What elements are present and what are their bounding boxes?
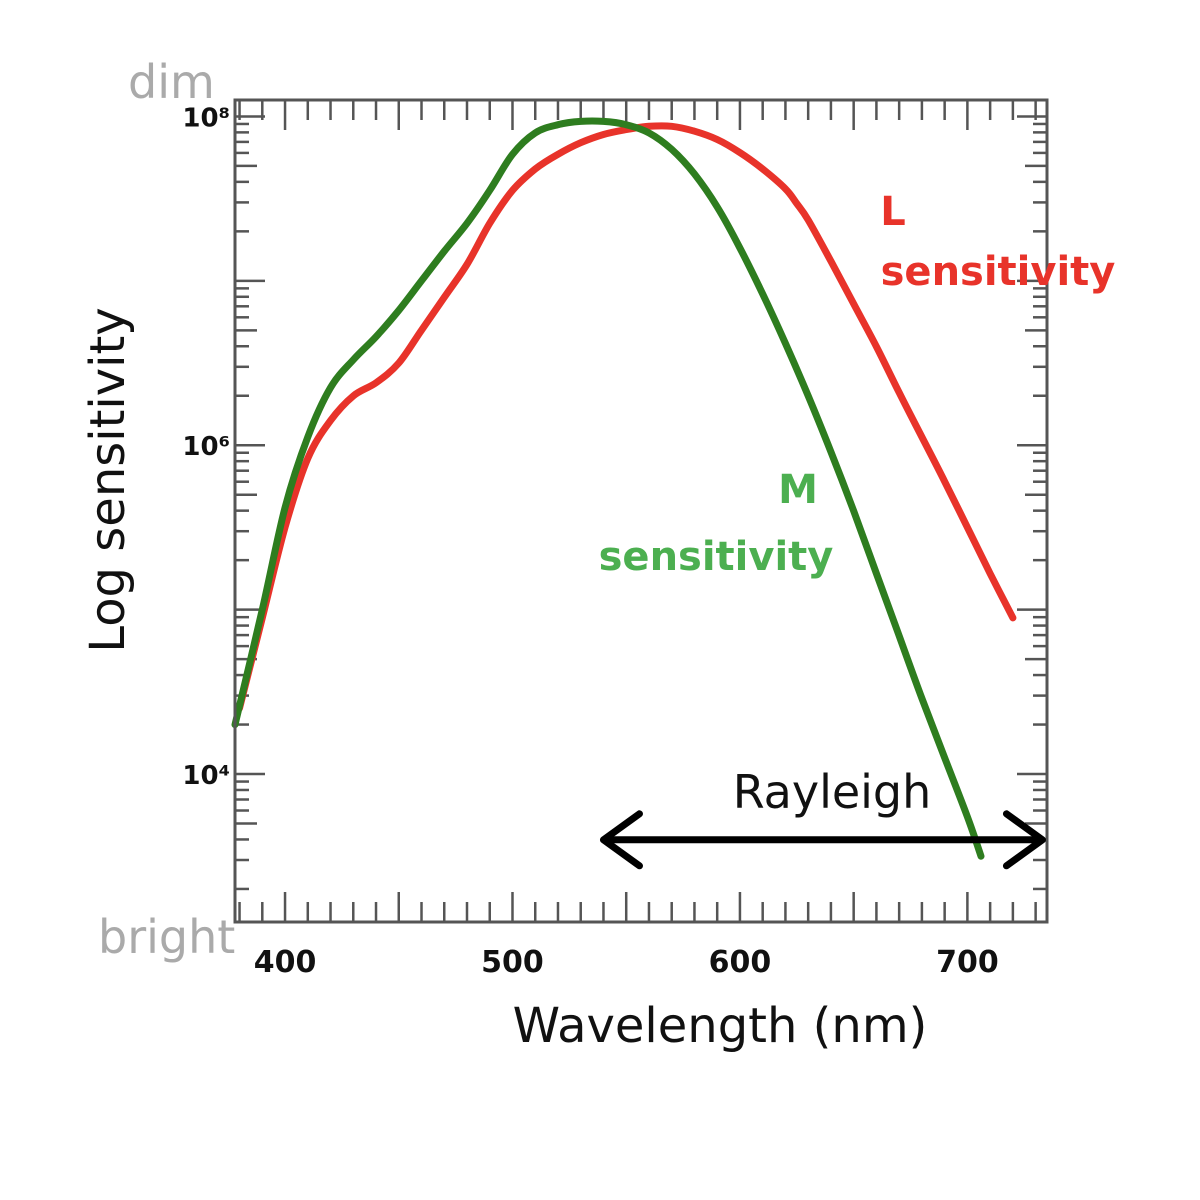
series-label-m-line2: sensitivity — [599, 534, 834, 580]
series-label-m-line1: M — [778, 467, 818, 513]
annotation-arrowhead-right — [1002, 810, 1046, 870]
annotation-label: Rayleigh — [733, 765, 932, 819]
side-label-bright: bright — [98, 910, 235, 964]
x-tick-label: 700 — [936, 945, 999, 980]
x-tick-label: 600 — [709, 945, 772, 980]
m-sensitivity-line — [231, 117, 985, 860]
tick-marks — [235, 100, 1047, 922]
x-axis-title: Wavelength (nm) — [513, 998, 928, 1054]
y-tick-label: 10⁴ — [182, 761, 230, 791]
y-tick-label: 10⁸ — [182, 103, 230, 133]
y-tick-label: 10⁶ — [182, 432, 230, 462]
axis-labels: 400 500 600 700 10⁴ 10⁶ 10⁸ — [182, 103, 998, 980]
x-tick-label: 500 — [481, 945, 544, 980]
series-lines — [231, 117, 1017, 860]
side-label-dim: dim — [128, 55, 215, 109]
annotation-arrowhead-left — [599, 810, 643, 870]
annotation-arrow — [599, 810, 1046, 870]
series-label-l-line2: sensitivity — [881, 249, 1116, 295]
plot-frame — [233, 98, 1049, 924]
series-label-l-line1: L — [880, 189, 906, 235]
x-tick-label: 400 — [254, 945, 317, 980]
y-axis-title: Log sensitivity — [80, 307, 136, 652]
